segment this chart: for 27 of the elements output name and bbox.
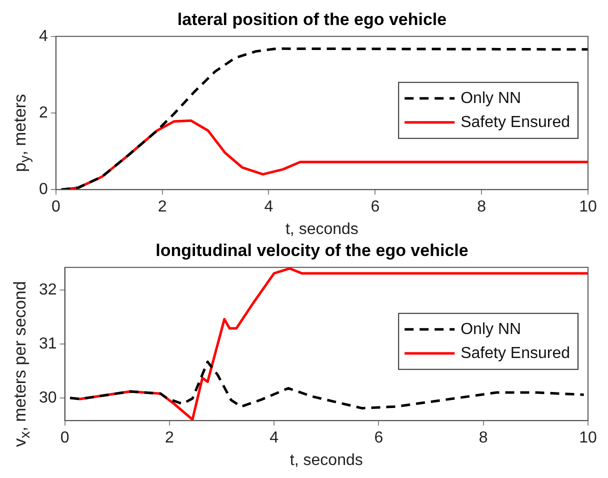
y-tick-label: 32 xyxy=(39,281,57,298)
y-tick-label: 4 xyxy=(38,28,48,45)
line-series xyxy=(60,47,588,190)
x-tick-label: 10 xyxy=(579,198,597,216)
x-tick-label: 10 xyxy=(579,430,597,447)
y-tick-label: 30 xyxy=(39,389,57,406)
y-tick-label: 0 xyxy=(38,181,48,198)
x-tick-label: 4 xyxy=(264,198,274,216)
y-tick-label: 31 xyxy=(39,335,57,352)
x-tick-label: 6 xyxy=(374,430,384,447)
x-tick-label: 6 xyxy=(370,198,380,216)
x-tick-label: 4 xyxy=(270,430,279,447)
x-tick-label: 8 xyxy=(477,198,486,216)
y-tick-label: 2 xyxy=(38,104,48,122)
x-tick-label: 0 xyxy=(60,430,70,447)
line-series xyxy=(68,360,586,410)
legend-label: Safety Ensured xyxy=(460,114,570,131)
x-tick-label: 8 xyxy=(478,430,488,447)
chart-title: lateral position of the ego vehicle xyxy=(177,10,447,29)
chart-title: longitudinal velocity of the ego vehicle xyxy=(156,240,468,260)
x-tick-label: 2 xyxy=(164,430,174,447)
legend-label: Safety Ensured xyxy=(460,344,570,362)
x-axis-title: t, seconds xyxy=(290,452,363,469)
x-tick-label: 2 xyxy=(158,198,167,216)
legend-label: Only NN xyxy=(460,320,522,338)
x-axis-title: t, seconds xyxy=(285,220,358,238)
legend-label: Only NN xyxy=(460,90,522,107)
